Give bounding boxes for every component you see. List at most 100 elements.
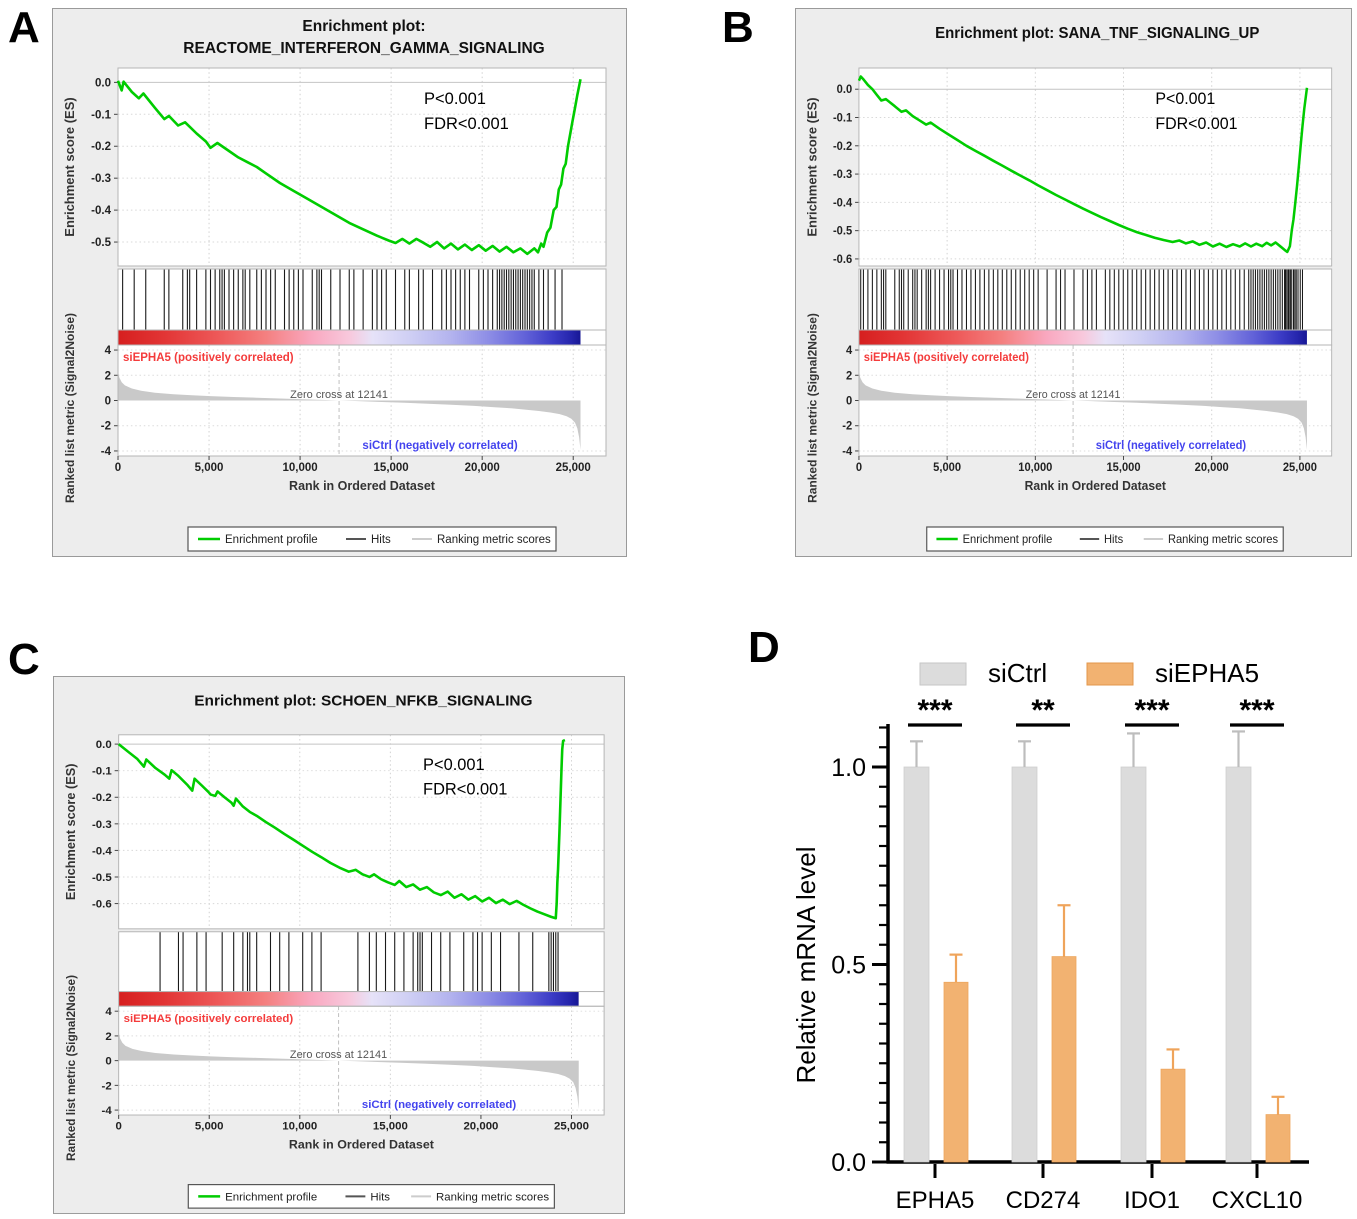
svg-text:15,000: 15,000 <box>373 1121 408 1133</box>
svg-text:-0.4: -0.4 <box>833 197 853 209</box>
svg-text:**: ** <box>1031 694 1055 727</box>
svg-text:FDR<0.001: FDR<0.001 <box>1155 115 1237 133</box>
svg-text:Enrichment score (ES): Enrichment score (ES) <box>63 764 78 901</box>
svg-text:-0.1: -0.1 <box>91 109 111 121</box>
svg-text:Rank in Ordered Dataset: Rank in Ordered Dataset <box>289 479 436 493</box>
svg-text:5,000: 5,000 <box>195 462 224 474</box>
svg-text:Ranked list metric (Signal2Noi: Ranked list metric (Signal2Noise) <box>805 313 819 503</box>
svg-text:Rank in Ordered Dataset: Rank in Ordered Dataset <box>289 1137 434 1151</box>
panel-label-a: A <box>8 3 40 52</box>
svg-text:-0.2: -0.2 <box>833 141 852 153</box>
svg-text:FDR<0.001: FDR<0.001 <box>423 781 507 799</box>
svg-text:siEPHA5 (positively correlate: siEPHA5 (positively correlated) <box>124 1013 294 1025</box>
svg-text:***: *** <box>1239 694 1274 727</box>
svg-text:siEPHA5 (positively correlate: siEPHA5 (positively correlated) <box>123 352 294 364</box>
svg-text:-0.2: -0.2 <box>92 792 112 804</box>
svg-text:Enrichment plot: SANA_TNF_SIGN: Enrichment plot: SANA_TNF_SIGNALING_UP <box>935 25 1259 42</box>
svg-text:Ranking metric scores: Ranking metric scores <box>436 1191 549 1203</box>
svg-text:4: 4 <box>846 345 853 357</box>
svg-text:25,000: 25,000 <box>1283 462 1317 474</box>
svg-text:2: 2 <box>105 370 111 382</box>
svg-text:0.0: 0.0 <box>831 1149 866 1177</box>
svg-text:siEPHA5: siEPHA5 <box>1155 658 1259 688</box>
panel-b-gsea-plot: Enrichment plot: SANA_TNF_SIGNALING_UP 0.… <box>795 8 1352 557</box>
svg-text:-0.4: -0.4 <box>91 205 111 217</box>
svg-text:Hits: Hits <box>370 1191 390 1203</box>
panel-label-d: D <box>748 623 780 672</box>
svg-text:-0.3: -0.3 <box>92 819 112 831</box>
svg-text:P<0.001: P<0.001 <box>423 756 485 774</box>
svg-text:Enrichment plot:: Enrichment plot: <box>302 18 425 35</box>
svg-text:Ranked list metric (Signal2Noi: Ranked list metric (Signal2Noise) <box>64 975 78 1161</box>
svg-text:1.0: 1.0 <box>831 754 866 782</box>
svg-text:-0.6: -0.6 <box>92 899 112 911</box>
svg-text:15,000: 15,000 <box>1106 462 1140 474</box>
svg-text:0.0: 0.0 <box>95 77 111 89</box>
svg-text:-2: -2 <box>842 421 852 433</box>
svg-text:10,000: 10,000 <box>1018 462 1052 474</box>
panel-a-gsea-plot: Enrichment plot: REACTOME_INTERFERON_GAMM… <box>52 8 627 557</box>
svg-text:Enrichment plot: SCHOEN_NFKB_S: Enrichment plot: SCHOEN_NFKB_SIGNALING <box>194 692 532 709</box>
svg-text:0.0: 0.0 <box>96 739 112 751</box>
svg-text:-0.4: -0.4 <box>92 845 112 857</box>
svg-text:15,000: 15,000 <box>374 462 409 474</box>
svg-text:0.5: 0.5 <box>831 952 866 980</box>
svg-text:25,000: 25,000 <box>556 462 591 474</box>
svg-text:10,000: 10,000 <box>282 1121 317 1133</box>
svg-text:-4: -4 <box>101 446 112 458</box>
svg-text:2: 2 <box>105 1031 111 1043</box>
svg-text:5,000: 5,000 <box>195 1121 224 1133</box>
svg-text:siEPHA5 (positively correlate: siEPHA5 (positively correlated) <box>864 352 1029 364</box>
svg-text:Zero cross at 12141: Zero cross at 12141 <box>290 1049 387 1061</box>
svg-text:Ranking metric scores: Ranking metric scores <box>1168 534 1278 546</box>
svg-text:***: *** <box>917 694 952 727</box>
svg-text:siCtrl (negatively correlated): siCtrl (negatively correlated) <box>1096 440 1247 452</box>
svg-text:0: 0 <box>115 1121 121 1133</box>
svg-text:Zero cross at 12141: Zero cross at 12141 <box>290 389 388 401</box>
svg-text:Enrichment score (ES): Enrichment score (ES) <box>805 97 820 236</box>
svg-text:0: 0 <box>856 462 862 474</box>
svg-text:-2: -2 <box>101 421 111 433</box>
svg-text:siCtrl: siCtrl <box>988 658 1047 688</box>
svg-text:Hits: Hits <box>1104 534 1124 546</box>
svg-text:CD274: CD274 <box>1006 1187 1081 1214</box>
svg-text:-0.1: -0.1 <box>92 766 112 778</box>
panel-c-gsea-plot: Enrichment plot: SCHOEN_NFKB_SIGNALING 0.… <box>53 676 625 1214</box>
svg-text:-0.5: -0.5 <box>92 872 112 884</box>
svg-text:0: 0 <box>105 396 111 408</box>
svg-text:Enrichment profile: Enrichment profile <box>225 1191 317 1203</box>
svg-text:4: 4 <box>105 1006 112 1018</box>
svg-text:Enrichment profile: Enrichment profile <box>963 534 1053 546</box>
svg-text:-0.6: -0.6 <box>833 254 852 266</box>
svg-text:2: 2 <box>846 370 852 382</box>
svg-text:-0.3: -0.3 <box>833 169 852 181</box>
svg-text:10,000: 10,000 <box>282 462 317 474</box>
svg-text:Enrichment profile: Enrichment profile <box>225 534 318 546</box>
svg-text:-0.2: -0.2 <box>91 141 111 153</box>
svg-text:0: 0 <box>115 462 121 474</box>
svg-text:Rank in Ordered Dataset: Rank in Ordered Dataset <box>1025 479 1166 493</box>
svg-text:CXCL10: CXCL10 <box>1212 1187 1303 1214</box>
svg-text:FDR<0.001: FDR<0.001 <box>424 115 509 133</box>
svg-text:Ranked list metric (Signal2Noi: Ranked list metric (Signal2Noise) <box>63 313 77 503</box>
svg-text:siCtrl (negatively correlated): siCtrl (negatively correlated) <box>362 1099 517 1111</box>
svg-text:Relative mRNA level: Relative mRNA level <box>791 847 821 1084</box>
svg-text:EPHA5: EPHA5 <box>896 1187 975 1214</box>
svg-text:Enrichment score (ES): Enrichment score (ES) <box>62 97 77 236</box>
svg-text:-0.3: -0.3 <box>91 173 111 185</box>
svg-text:-0.5: -0.5 <box>833 226 852 238</box>
svg-text:0: 0 <box>846 395 852 407</box>
svg-text:-4: -4 <box>842 446 853 458</box>
svg-text:IDO1: IDO1 <box>1124 1187 1180 1214</box>
svg-text:-2: -2 <box>102 1080 112 1092</box>
svg-text:4: 4 <box>105 345 112 357</box>
panel-label-b: B <box>722 3 754 52</box>
svg-text:0.0: 0.0 <box>837 84 852 96</box>
svg-text:***: *** <box>1134 694 1169 727</box>
panel-label-c: C <box>8 635 40 684</box>
svg-text:Zero cross at 12141: Zero cross at 12141 <box>1026 389 1121 401</box>
svg-text:Ranking metric scores: Ranking metric scores <box>437 534 551 546</box>
svg-text:-0.1: -0.1 <box>833 112 852 124</box>
svg-text:Hits: Hits <box>371 534 391 546</box>
svg-text:20,000: 20,000 <box>1195 462 1229 474</box>
